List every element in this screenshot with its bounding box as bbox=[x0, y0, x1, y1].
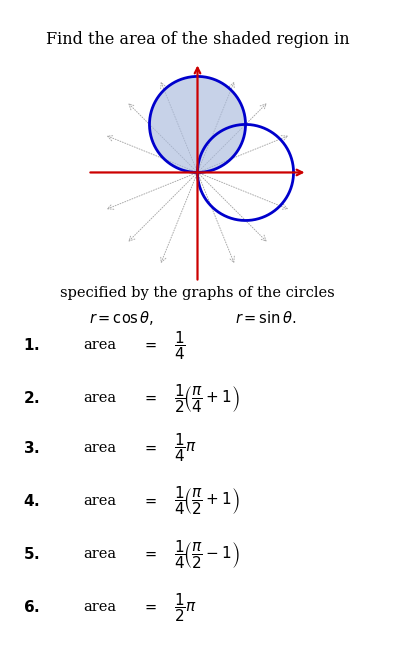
Text: area: area bbox=[83, 547, 116, 561]
Text: area: area bbox=[83, 441, 116, 455]
Text: area: area bbox=[83, 338, 116, 352]
Text: $\mathbf{2.}$: $\mathbf{2.}$ bbox=[23, 390, 40, 406]
Text: $\mathbf{6.}$: $\mathbf{6.}$ bbox=[23, 599, 40, 615]
Text: $\dfrac{1}{4}$: $\dfrac{1}{4}$ bbox=[174, 328, 186, 361]
Text: $r = \sin\theta.$: $r = \sin\theta.$ bbox=[235, 309, 296, 325]
Text: $\dfrac{1}{2}\!\left(\dfrac{\pi}{4}+1\right)$: $\dfrac{1}{2}\!\left(\dfrac{\pi}{4}+1\ri… bbox=[174, 382, 239, 415]
Text: $\dfrac{1}{2}\pi$: $\dfrac{1}{2}\pi$ bbox=[174, 591, 197, 623]
Text: $\dfrac{1}{4}\pi$: $\dfrac{1}{4}\pi$ bbox=[174, 432, 197, 464]
Text: $=$: $=$ bbox=[142, 547, 158, 561]
Text: $=$: $=$ bbox=[142, 338, 158, 352]
Text: $=$: $=$ bbox=[142, 600, 158, 614]
Text: $=$: $=$ bbox=[142, 391, 158, 405]
Text: area: area bbox=[83, 494, 116, 508]
Text: $=$: $=$ bbox=[142, 441, 158, 455]
Text: $=$: $=$ bbox=[142, 494, 158, 508]
Text: Find the area of the shaded region in: Find the area of the shaded region in bbox=[46, 31, 349, 48]
Text: $\dfrac{1}{4}\!\left(\dfrac{\pi}{2}-1\right)$: $\dfrac{1}{4}\!\left(\dfrac{\pi}{2}-1\ri… bbox=[174, 538, 239, 570]
Text: specified by the graphs of the circles: specified by the graphs of the circles bbox=[60, 286, 335, 300]
Text: area: area bbox=[83, 391, 116, 405]
Text: $\mathbf{4.}$: $\mathbf{4.}$ bbox=[23, 493, 40, 509]
Text: $\mathbf{3.}$: $\mathbf{3.}$ bbox=[23, 440, 40, 456]
Text: area: area bbox=[83, 600, 116, 614]
Text: $\mathbf{1.}$: $\mathbf{1.}$ bbox=[23, 337, 40, 353]
Polygon shape bbox=[149, 76, 246, 172]
Text: $r = \cos\theta,$: $r = \cos\theta,$ bbox=[89, 309, 154, 327]
Text: $\mathbf{5.}$: $\mathbf{5.}$ bbox=[23, 546, 40, 562]
Text: $\dfrac{1}{4}\!\left(\dfrac{\pi}{2}+1\right)$: $\dfrac{1}{4}\!\left(\dfrac{\pi}{2}+1\ri… bbox=[174, 485, 239, 518]
